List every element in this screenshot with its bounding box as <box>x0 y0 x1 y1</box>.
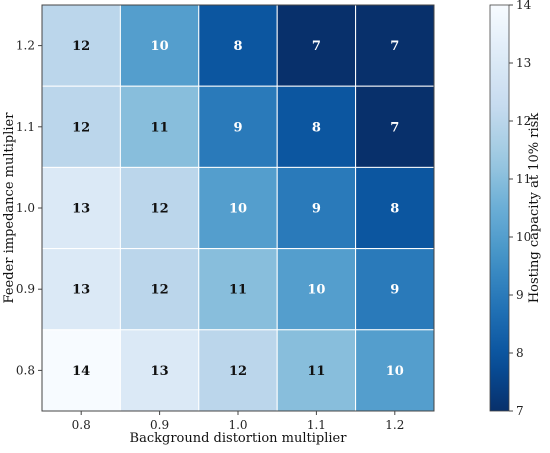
heatmap-cell <box>198 329 278 412</box>
y-tick-label: 0.8 <box>16 363 35 377</box>
colorbar-tick-label: 13 <box>516 56 531 70</box>
heatmap-cell <box>355 4 435 87</box>
heatmap-cell <box>198 166 278 250</box>
cell-value-label: 12 <box>151 202 169 217</box>
cell-value-label: 10 <box>151 39 169 54</box>
x-tick-label: 0.8 <box>72 418 91 432</box>
heatmap-cell <box>355 85 435 168</box>
heatmap-cell <box>198 85 278 168</box>
cell-value-label: 11 <box>229 283 247 298</box>
cell-value-label: 7 <box>390 120 399 135</box>
cell-value-label: 12 <box>72 120 90 135</box>
colorbar-tick-label: 7 <box>516 404 524 418</box>
cell-value-label: 13 <box>72 283 90 298</box>
cell-value-label: 14 <box>72 364 90 379</box>
cell-value-label: 13 <box>72 202 90 217</box>
y-axis-label: Feeder impedance multiplier <box>2 112 17 304</box>
heatmap-cell <box>276 248 357 331</box>
heatmap-cell <box>41 329 121 412</box>
colorbar-tick-label: 12 <box>516 114 531 128</box>
cell-value-label: 11 <box>307 364 325 379</box>
heatmap-cell <box>276 166 357 250</box>
heatmap-cells: 12 10 8 7 7 12 11 9 8 7 13 12 10 9 8 13 12 11 10 9 14 13 12 11 1… <box>41 4 435 412</box>
cell-value-label: 9 <box>390 283 399 298</box>
x-tick-label: 1.2 <box>385 418 404 432</box>
cell-value-label: 7 <box>312 39 321 54</box>
heatmap-cell <box>119 166 200 250</box>
heatmap-cell <box>198 248 278 331</box>
cell-value-label: 13 <box>151 364 169 379</box>
x-axis-label: Background distortion multiplier <box>130 431 348 446</box>
colorbar-tick-label: 8 <box>516 346 524 360</box>
y-tick-label: 1.0 <box>16 201 35 215</box>
colorbar-tick-label: 11 <box>516 172 531 186</box>
heatmap-cell <box>355 248 435 331</box>
y-tick-label: 1.1 <box>16 120 35 134</box>
x-axis-ticks: 0.8 0.9 1.0 1.1 1.2 <box>72 411 404 432</box>
x-tick-label: 1.1 <box>307 418 326 432</box>
cell-value-label: 9 <box>233 120 242 135</box>
cell-value-label: 8 <box>312 120 321 135</box>
cell-value-label: 12 <box>151 283 169 298</box>
colorbar-ticks: 7 8 9 10 11 12 13 14 <box>509 0 532 418</box>
cell-value-label: 8 <box>390 202 399 217</box>
cell-value-label: 12 <box>229 364 247 379</box>
y-tick-label: 1.2 <box>16 39 35 53</box>
cell-value-label: 10 <box>229 202 247 217</box>
heatmap-cell <box>119 248 200 331</box>
colorbar <box>489 4 510 412</box>
cell-value-label: 10 <box>386 364 404 379</box>
colorbar-tick-label: 14 <box>516 0 532 12</box>
cell-value-label: 7 <box>390 39 399 54</box>
heatmap-cell <box>41 85 121 168</box>
x-tick-label: 0.9 <box>150 418 169 432</box>
colorbar-tick-label: 9 <box>516 288 524 302</box>
cell-value-label: 12 <box>72 39 90 54</box>
heatmap-cell <box>355 329 435 412</box>
y-tick-label: 0.9 <box>16 282 35 296</box>
cell-value-label: 8 <box>233 39 242 54</box>
heatmap-cell <box>119 329 200 412</box>
colorbar-tick-label: 10 <box>516 230 531 244</box>
cell-value-label: 11 <box>151 120 169 135</box>
cell-value-label: 10 <box>307 283 325 298</box>
cell-value-label: 9 <box>312 202 321 217</box>
x-tick-label: 1.0 <box>228 418 247 432</box>
y-axis-ticks: 1.2 1.1 1.0 0.9 0.8 <box>16 39 42 377</box>
colorbar-label: Hosting capacity at 10% risk <box>527 113 542 303</box>
heatmap-cell <box>276 4 357 87</box>
heatmap-cell <box>119 4 200 87</box>
heatmap-cell <box>41 4 121 87</box>
